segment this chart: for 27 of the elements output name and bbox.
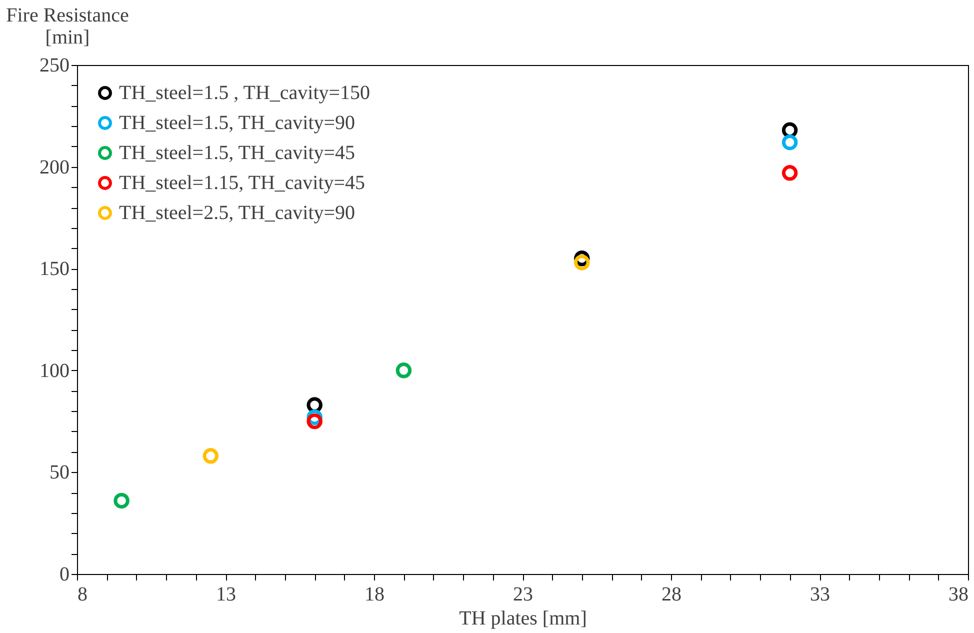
point (574, 254, 590, 270)
point (306, 413, 322, 430)
point (782, 165, 798, 181)
x-tick-label: 38 (948, 584, 968, 606)
x-tick-label: 18 (364, 584, 384, 606)
y-tick-label: 250 (40, 54, 70, 76)
y-tick-label: 100 (40, 360, 70, 382)
legend-label: TH_steel=1.5, TH_cavity=45 (119, 142, 356, 164)
x-axis-title: TH plates [mm] (459, 608, 587, 630)
x-tick-label: 8 (78, 584, 88, 606)
point (202, 448, 219, 464)
x-tick-label: 33 (810, 584, 830, 606)
legend-label: TH_steel=2.5, TH_cavity=90 (119, 202, 356, 224)
x-tick-label: 13 (216, 584, 236, 606)
y-tick-label: 150 (40, 258, 70, 280)
y-tick-label: 50 (50, 462, 70, 484)
y-tick-label: 0 (60, 564, 70, 586)
x-tick-label: 23 (513, 584, 533, 606)
y-axis-title: Fire Resistance [min] (6, 4, 129, 48)
legend-label: TH_steel=1.5 , TH_cavity=150 (119, 82, 370, 104)
legend-label: TH_steel=1.5, TH_cavity=90 (119, 112, 356, 134)
point (782, 134, 798, 150)
legend-label: TH_steel=1.15, TH_cavity=45 (119, 172, 366, 194)
point (396, 362, 412, 378)
y-tick-label: 200 (40, 156, 70, 178)
point (114, 492, 130, 509)
x-tick-label: 28 (662, 584, 682, 606)
